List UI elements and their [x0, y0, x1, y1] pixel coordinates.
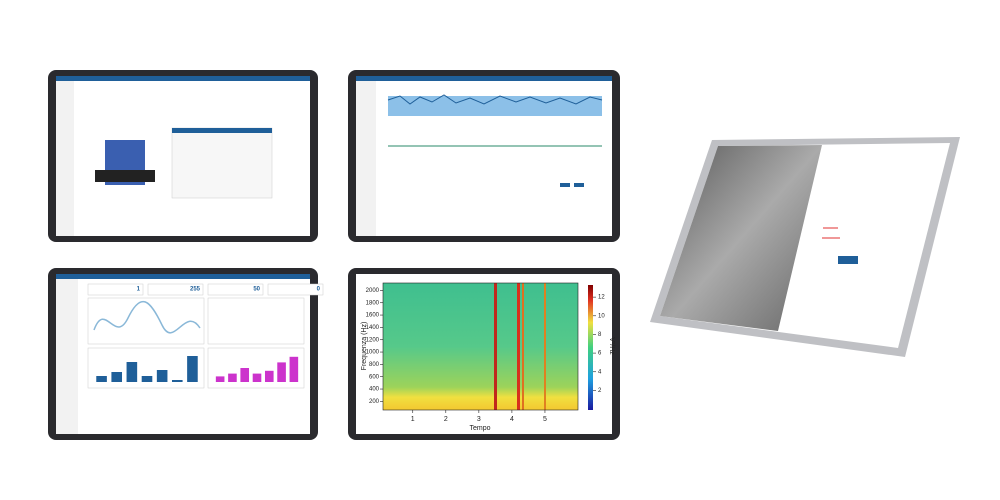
- y-tick-label: 800: [369, 362, 380, 368]
- tablet-top-left: [48, 70, 318, 242]
- kpi-card: [207, 283, 264, 296]
- bar: [240, 368, 250, 382]
- kpi-value: 0: [317, 287, 321, 293]
- kpi-value: 50: [253, 287, 260, 293]
- y-tick-label: 1000: [366, 350, 380, 356]
- colorbar-tick-label: 12: [598, 295, 605, 301]
- x-tick-label: 2: [444, 416, 448, 423]
- colorbar-tick-label: 10: [598, 313, 605, 319]
- spectrogram-image: [383, 283, 578, 410]
- y-tick-label: 1800: [366, 300, 380, 306]
- y-axis-label: Frequenza (Hz): [361, 322, 368, 371]
- y-tick-label: 1600: [366, 313, 380, 319]
- kpi-value: 1: [137, 287, 141, 293]
- x-tick-label: 4: [510, 416, 514, 423]
- bar: [156, 370, 168, 382]
- bar: [215, 376, 225, 382]
- tablet-bottom-right: [348, 268, 620, 440]
- kpi-card: [267, 283, 324, 296]
- bar: [252, 373, 262, 382]
- tablet-large: [650, 137, 960, 357]
- bar: [187, 356, 198, 382]
- x-tick-label: 1: [411, 416, 415, 423]
- bar: [141, 376, 153, 382]
- colorbar-tick-label: 8: [598, 332, 602, 338]
- colorbar-label: V²/Hz: [608, 337, 615, 355]
- kpi-value: 255: [190, 287, 201, 293]
- y-tick-label: 400: [369, 387, 380, 393]
- bar: [228, 373, 237, 382]
- bar: [126, 362, 138, 382]
- colorbar: [588, 285, 593, 410]
- x-tick-label: 3: [477, 416, 481, 423]
- x-axis-label: Tempo: [469, 425, 490, 432]
- bar: [264, 370, 274, 382]
- colorbar-tick-label: 6: [598, 351, 602, 357]
- colorbar-tick-label: 2: [598, 388, 602, 394]
- y-tick-label: 200: [369, 399, 380, 405]
- x-tick-label: 5: [543, 416, 547, 423]
- y-tick-label: 2000: [366, 288, 380, 294]
- y-tick-label: 1200: [366, 337, 380, 343]
- tablet-bottom-left: [48, 268, 318, 440]
- plot-frame: [382, 282, 579, 411]
- kpi-card: [87, 283, 144, 296]
- y-tick-label: 600: [369, 374, 380, 380]
- bar: [111, 372, 123, 382]
- tablet-top-right: [348, 70, 620, 242]
- bar: [289, 356, 299, 382]
- kpi-card: [147, 283, 204, 296]
- bar: [96, 376, 107, 382]
- y-tick-label: 1400: [366, 325, 380, 331]
- bar: [277, 362, 286, 382]
- colorbar-tick-label: 4: [598, 369, 602, 375]
- bar: [171, 380, 183, 382]
